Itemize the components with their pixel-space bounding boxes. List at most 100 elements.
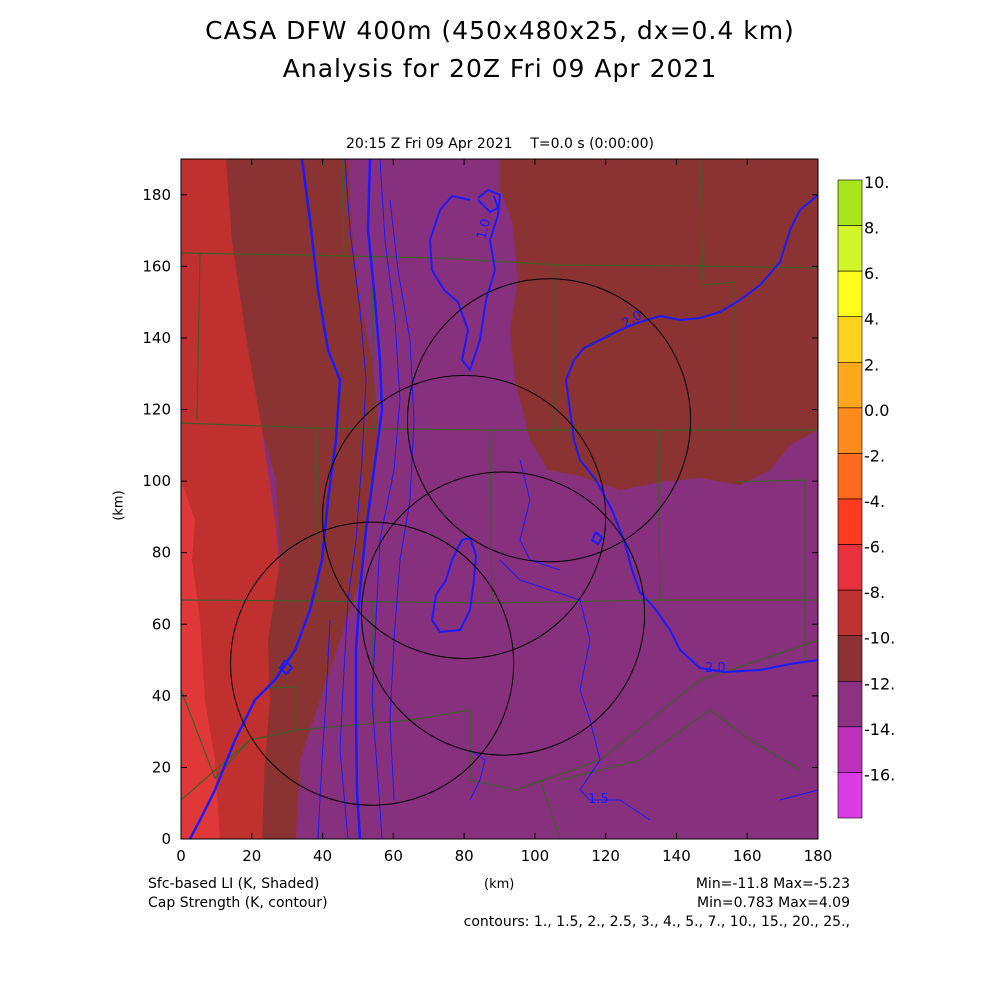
radar-range-rings <box>230 278 692 806</box>
y-tick-label: 80 <box>152 544 171 562</box>
axes: 0 20 40 60 80 100 120 140 160 180 0 20 40 60 80 100 120 1… <box>142 159 832 865</box>
colorbar-label: -2. <box>864 446 885 465</box>
y-tick-label: 160 <box>142 257 171 275</box>
colorbar: 10. 8. 6. 4. 2. 0.0 -2. -4. -6. -8. -10. -12. -14. -1… <box>837 173 895 819</box>
y-tick-label: 20 <box>152 758 171 776</box>
contour-line <box>317 619 331 839</box>
colorbar-label: 4. <box>864 310 879 329</box>
colorbar-swatch <box>837 544 863 591</box>
colorbar-swatch <box>837 772 863 819</box>
x-tick-label: 40 <box>313 847 332 865</box>
x-tick-label: 60 <box>384 847 403 865</box>
county-boundaries <box>181 159 818 839</box>
contour-line <box>519 459 561 571</box>
contour-line <box>278 659 294 676</box>
contour-levels: contours: 1., 1.5, 2., 2.5, 3., 4., 5., … <box>463 914 850 930</box>
colorbar-label: -6. <box>864 538 885 557</box>
plot-frame <box>180 158 819 840</box>
colorbar-swatch <box>837 680 863 728</box>
shaded-min-max: Min=-11.8 Max=-5.23 <box>695 876 850 892</box>
colorbar-swatch <box>837 225 863 272</box>
colorbar-label: -4. <box>864 492 885 511</box>
x-tick-label: 120 <box>591 847 620 865</box>
colorbar-label: -14. <box>864 720 895 739</box>
range-ring <box>322 374 607 659</box>
county-line <box>539 779 561 839</box>
contour-min-max: Min=0.783 Max=4.09 <box>697 895 850 911</box>
contour-label: 1.0 <box>474 217 494 241</box>
range-ring <box>406 278 692 563</box>
colorbar-label: -12. <box>864 674 895 693</box>
contour-label: 1.5 <box>588 792 609 807</box>
y-tick-label: 0 <box>161 830 171 848</box>
x-tick-label: 0 <box>176 847 186 865</box>
county-line <box>181 599 818 604</box>
li-region-darkred-west <box>226 159 378 839</box>
contour-field-label: Cap Strength (K, contour) <box>148 895 328 911</box>
county-line <box>181 252 818 269</box>
x-tick-label: 100 <box>521 847 550 865</box>
county-line <box>559 709 801 781</box>
shaded-field-label: Sfc-based LI (K, Shaded) <box>148 876 320 892</box>
li-region-bright-red <box>181 480 220 839</box>
contour-line <box>499 559 651 821</box>
colorbar-swatch <box>837 453 863 500</box>
county-line <box>657 429 661 601</box>
x-tick-label: 160 <box>733 847 762 865</box>
y-tick-label: 120 <box>142 401 171 419</box>
colorbar-label: 8. <box>864 219 879 238</box>
chart-subtitle: Analysis for 20Z Fri 09 Apr 2021 <box>282 54 718 83</box>
x-tick-label: 180 <box>804 847 833 865</box>
colorbar-swatch <box>837 270 863 318</box>
y-tick-label: 100 <box>142 472 171 490</box>
contour-line <box>339 159 367 839</box>
y-axis-unit: (km) <box>111 490 127 521</box>
x-axis-unit: (km) <box>484 877 515 892</box>
valid-time-label: 20:15 Z Fri 09 Apr 2021 T=0.0 s (0:00:00… <box>346 136 654 152</box>
colorbar-label: -8. <box>864 583 885 602</box>
colorbar-label: 2. <box>864 355 879 374</box>
colorbar-label: -10. <box>864 629 895 648</box>
county-line <box>181 686 297 780</box>
contour-line <box>354 159 384 839</box>
contour-label: 2.0 <box>705 661 726 676</box>
colorbar-swatch <box>837 726 863 773</box>
y-tick-label: 40 <box>152 687 171 705</box>
contour-line <box>469 749 486 801</box>
colorbar-label: -16. <box>864 765 895 784</box>
colorbar-label: 6. <box>864 264 879 283</box>
x-tick-label: 20 <box>242 847 261 865</box>
colorbar-swatch <box>837 407 863 454</box>
colorbar-swatch <box>837 179 863 226</box>
contour-line <box>590 531 604 546</box>
cap-strength-contours <box>188 159 818 839</box>
colorbar-swatch <box>837 498 863 545</box>
x-tick-label: 140 <box>662 847 691 865</box>
chart-title: CASA DFW 400m (450x480x25, dx=0.4 km) <box>205 16 795 45</box>
colorbar-swatch <box>837 589 863 637</box>
county-line <box>341 159 345 256</box>
county-line <box>315 427 319 601</box>
colorbar-swatch <box>837 635 863 682</box>
range-ring <box>230 521 515 806</box>
county-line <box>196 252 201 421</box>
county-line <box>371 599 375 721</box>
colorbar-label: 10. <box>864 173 889 192</box>
county-line <box>181 422 818 431</box>
county-line <box>734 479 806 483</box>
li-region-darkred-east <box>500 159 818 490</box>
county-line <box>699 159 736 430</box>
contour-line <box>389 199 415 801</box>
contour-line <box>779 789 818 801</box>
colorbar-label: 0.0 <box>864 401 889 420</box>
county-line <box>295 639 818 791</box>
county-line <box>489 429 493 604</box>
contour-line <box>564 194 818 674</box>
x-tick-label: 80 <box>455 847 474 865</box>
contour-line <box>430 536 478 634</box>
county-line <box>181 739 251 801</box>
contour-line <box>477 195 500 214</box>
y-tick-label: 60 <box>152 615 171 633</box>
range-ring <box>360 471 646 756</box>
